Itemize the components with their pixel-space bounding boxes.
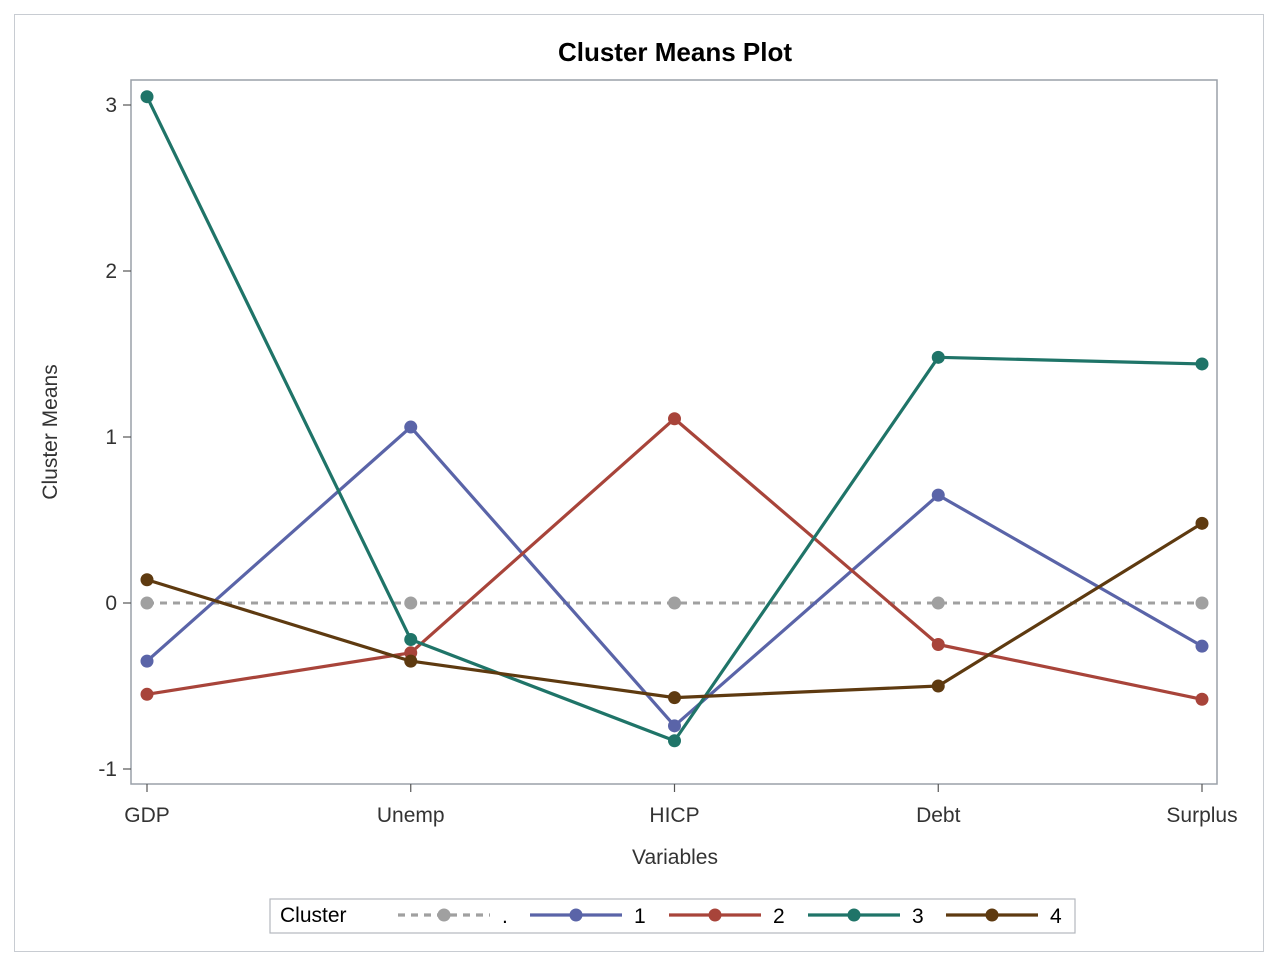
legend-label: 1 [634,905,646,928]
data-point [140,654,154,668]
chart-title: Cluster Means Plot [558,37,792,67]
data-point [140,573,154,587]
data-point [931,488,945,502]
y-tick-label: 2 [105,260,117,283]
data-point [1195,692,1209,706]
legend: Cluster . 1 2 3 4 [269,898,1076,934]
legend-item: 3 [808,905,924,928]
legend-label: 3 [912,905,924,928]
data-point [404,654,418,668]
legend-item: 4 [946,905,1062,928]
y-axis: -1 0 1 2 3 [98,94,131,781]
data-point [1195,596,1209,610]
data-point [140,596,154,610]
x-tick-label: Surplus [1166,804,1237,827]
series-3 [140,90,1209,748]
legend-swatch-marker [437,908,451,922]
data-point [668,734,681,748]
series-4 [140,516,1209,705]
legend-swatch-marker [847,908,861,922]
data-point [1195,639,1209,653]
data-point [140,687,154,701]
data-point [931,679,945,693]
x-tick-label: Debt [916,804,961,827]
data-point [140,90,154,104]
series-layer [140,90,1209,748]
data-point [668,691,681,705]
legend-item: 1 [530,905,646,928]
legend-items: . 1 2 3 4 [398,905,1062,928]
series-0 [140,596,1209,610]
y-tick-label: 3 [105,94,117,117]
x-tick-label: Unemp [377,804,445,827]
legend-item: . [398,905,508,928]
data-point [668,412,681,426]
data-point [1195,516,1209,530]
legend-swatch-marker [985,908,999,922]
legend-label: . [502,905,508,928]
data-point [931,350,945,364]
y-tick-label: 0 [105,592,117,615]
data-point [931,596,945,610]
legend-item: 2 [669,905,785,928]
y-axis-label: Cluster Means [39,364,62,499]
legend-label: 4 [1050,905,1062,928]
data-point [1195,357,1209,371]
data-point [404,596,418,610]
legend-swatch-marker [569,908,583,922]
legend-label: 2 [773,905,785,928]
y-tick-label: -1 [98,758,117,781]
legend-title: Cluster [280,904,347,927]
data-point [668,596,681,610]
y-tick-label: 1 [105,426,117,449]
x-tick-label: GDP [124,804,170,827]
plot-area [130,79,1218,785]
data-point [404,420,418,434]
x-tick-label: HICP [649,804,699,827]
data-point [931,638,945,651]
data-point [404,633,418,647]
series-1 [140,420,1209,733]
data-point [668,719,681,733]
x-axis-label: Variables [632,846,718,869]
legend-swatch-marker [708,908,722,922]
x-axis: GDP Unemp HICP Debt Surplus [124,784,1238,827]
